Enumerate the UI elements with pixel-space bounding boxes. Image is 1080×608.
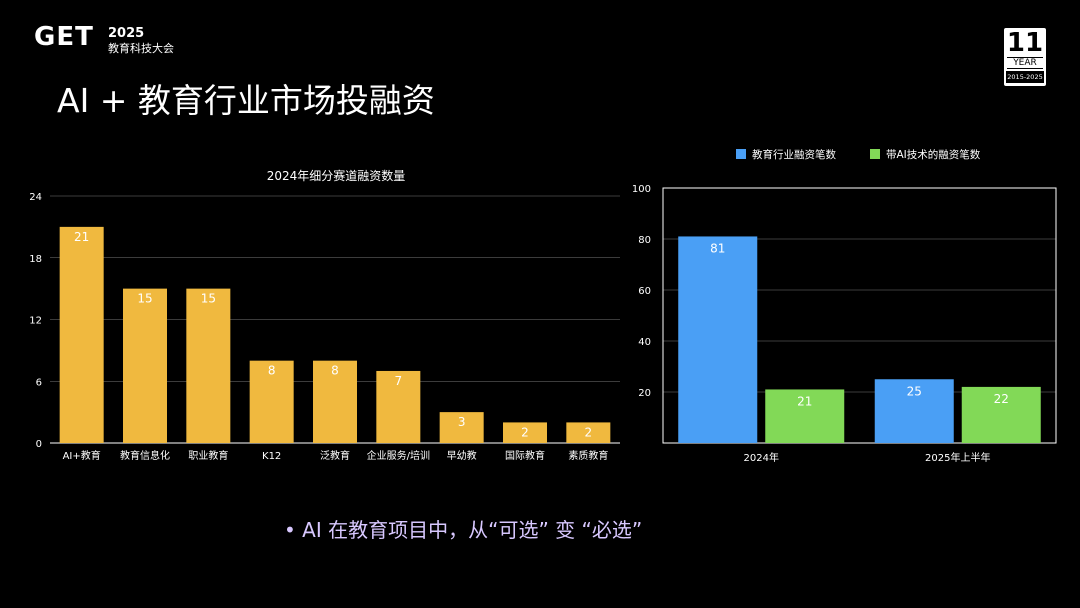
bar: [961, 386, 1041, 443]
x-category-label: 泛教育: [320, 449, 350, 462]
bar-value-label: 2: [521, 425, 529, 439]
chart-title: 2024年细分赛道融资数量: [267, 168, 406, 183]
bar: [678, 236, 758, 443]
y-tick-label: 6: [36, 377, 42, 388]
legend-swatch: [870, 149, 880, 159]
logo-year: 2025: [108, 26, 145, 41]
bar-value-label: 8: [331, 364, 339, 378]
bar-value-label: 81: [710, 241, 725, 255]
x-category-label: 2025年上半年: [925, 451, 990, 464]
x-category-label: K12: [262, 451, 281, 462]
slide-title: AI + 教育行业市场投融资: [57, 81, 435, 120]
bar: [503, 422, 547, 443]
y-tick-label: 100: [632, 184, 651, 195]
badge-year-label: YEAR: [1007, 57, 1043, 69]
bar-value-label: 25: [907, 384, 922, 398]
legend-label: 教育行业融资笔数: [752, 148, 836, 161]
bar: [765, 389, 845, 443]
bar-value-label: 3: [458, 415, 466, 429]
x-category-label: 教育信息化: [120, 449, 170, 462]
badge-number: 11: [1006, 28, 1044, 58]
y-tick-label: 18: [29, 254, 42, 265]
bar-value-label: 7: [395, 374, 403, 388]
x-category-label: 早幼教: [447, 449, 477, 462]
y-tick-label: 0: [36, 439, 42, 450]
bar: [376, 370, 421, 443]
bar-value-label: 8: [268, 364, 276, 378]
bar-value-label: 22: [994, 392, 1009, 406]
legend-label: 带AI技术的融资笔数: [886, 148, 981, 161]
y-tick-label: 24: [29, 192, 42, 203]
bar-value-label: 15: [201, 292, 216, 306]
x-category-label: 国际教育: [505, 449, 545, 462]
bar: [123, 288, 167, 443]
plot-frame: [662, 187, 1057, 444]
y-tick-label: 80: [638, 235, 651, 246]
slide-bullet-point: • AI 在教育项目中，从“可选” 变 “必选”: [284, 518, 643, 542]
anniversary-badge: 11 YEAR 2015-2025: [1004, 28, 1046, 86]
logo-subtitle: 教育科技大会: [108, 42, 174, 55]
x-category-label: 素质教育: [568, 449, 608, 462]
bar-value-label: 21: [797, 394, 812, 408]
bar: [186, 288, 231, 443]
x-category-label: 职业教育: [188, 449, 228, 462]
get-2025-logo: GET 2025 教育科技大会: [34, 22, 174, 55]
bar: [249, 360, 294, 443]
x-category-label: 2024年: [744, 451, 779, 464]
bar: [59, 226, 104, 443]
badge-year-range: 2015-2025: [1006, 71, 1044, 83]
bar: [313, 360, 357, 443]
x-category-label: 企业服务/培训: [367, 449, 430, 462]
y-tick-label: 12: [29, 316, 42, 327]
logo-mark: GET: [34, 22, 94, 52]
bar-value-label: 2: [585, 425, 593, 439]
bar: [874, 379, 954, 443]
y-tick-label: 60: [638, 286, 651, 297]
bar: [439, 412, 484, 443]
y-tick-label: 40: [638, 337, 651, 348]
y-tick-label: 20: [638, 388, 651, 399]
x-category-label: AI+教育: [63, 449, 101, 462]
legend-swatch: [736, 149, 746, 159]
bar: [566, 422, 611, 443]
bar-value-label: 15: [137, 292, 152, 306]
bar-value-label: 21: [74, 230, 89, 244]
